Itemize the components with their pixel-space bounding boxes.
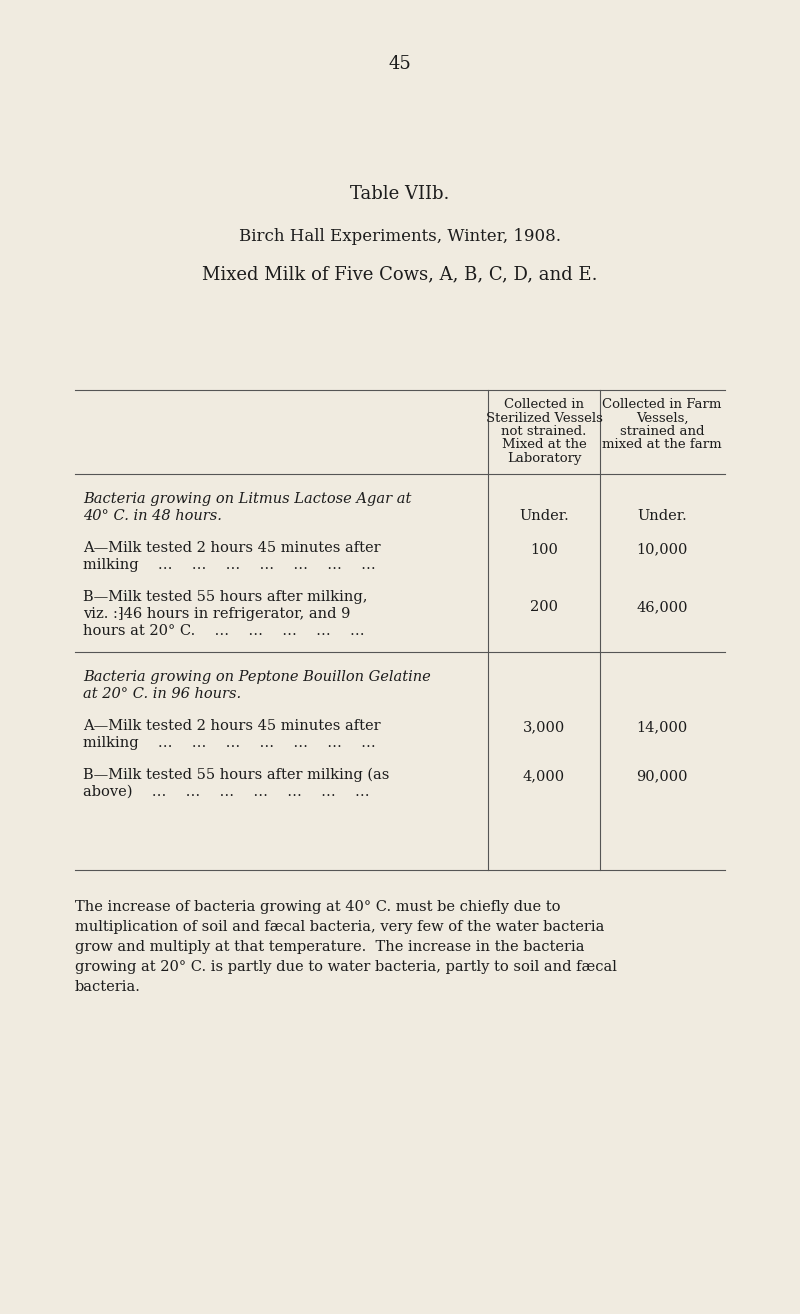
Text: 90,000: 90,000 bbox=[636, 770, 688, 783]
Text: 40° C. in 48 hours.: 40° C. in 48 hours. bbox=[83, 509, 222, 523]
Text: 10,000: 10,000 bbox=[636, 543, 688, 557]
Text: Under.: Under. bbox=[637, 509, 687, 523]
Text: Table VIIb.: Table VIIb. bbox=[350, 185, 450, 202]
Text: above)  …  …  …  …  …  …  …: above) … … … … … … … bbox=[83, 784, 370, 799]
Text: Vessels,: Vessels, bbox=[636, 411, 688, 424]
Text: bacteria.: bacteria. bbox=[75, 980, 141, 993]
Text: B—Milk tested 55 hours after milking (as: B—Milk tested 55 hours after milking (as bbox=[83, 767, 390, 782]
Text: Laboratory: Laboratory bbox=[506, 452, 582, 465]
Text: Bacteria growing on Peptone Bouillon Gelatine: Bacteria growing on Peptone Bouillon Gel… bbox=[83, 670, 430, 685]
Text: hours at 20° C.  …  …  …  …  …: hours at 20° C. … … … … … bbox=[83, 624, 365, 639]
Text: multiplication of soil and fæcal bacteria, very few of the water bacteria: multiplication of soil and fæcal bacteri… bbox=[75, 920, 604, 934]
Text: growing at 20° C. is partly due to water bacteria, partly to soil and fæcal: growing at 20° C. is partly due to water… bbox=[75, 961, 617, 974]
Text: A—Milk tested 2 hours 45 minutes after: A—Milk tested 2 hours 45 minutes after bbox=[83, 719, 381, 733]
Text: Mixed at the: Mixed at the bbox=[502, 439, 586, 452]
Text: mixed at the farm: mixed at the farm bbox=[602, 439, 722, 452]
Text: The increase of bacteria growing at 40° C. must be chiefly due to: The increase of bacteria growing at 40° … bbox=[75, 900, 561, 915]
Text: strained and: strained and bbox=[620, 424, 704, 438]
Text: at 20° C. in 96 hours.: at 20° C. in 96 hours. bbox=[83, 687, 241, 700]
Text: milking  …  …  …  …  …  …  …: milking … … … … … … … bbox=[83, 558, 376, 572]
Text: not strained.: not strained. bbox=[502, 424, 586, 438]
Text: Collected in: Collected in bbox=[504, 398, 584, 411]
Text: Under.: Under. bbox=[519, 509, 569, 523]
Text: 3,000: 3,000 bbox=[523, 720, 565, 735]
Text: milking  …  …  …  …  …  …  …: milking … … … … … … … bbox=[83, 736, 376, 750]
Text: 46,000: 46,000 bbox=[636, 600, 688, 614]
Text: A—Milk tested 2 hours 45 minutes after: A—Milk tested 2 hours 45 minutes after bbox=[83, 541, 381, 555]
Text: B—Milk tested 55 hours after milking,: B—Milk tested 55 hours after milking, bbox=[83, 590, 367, 604]
Text: 45: 45 bbox=[389, 55, 411, 74]
Text: grow and multiply at that temperature.  The increase in the bacteria: grow and multiply at that temperature. T… bbox=[75, 940, 585, 954]
Text: Sterilized Vessels: Sterilized Vessels bbox=[486, 411, 602, 424]
Text: Mixed Milk of Five Cows, A, B, C, D, and E.: Mixed Milk of Five Cows, A, B, C, D, and… bbox=[202, 265, 598, 283]
Text: Birch Hall Experiments, Winter, 1908.: Birch Hall Experiments, Winter, 1908. bbox=[239, 229, 561, 244]
Text: 4,000: 4,000 bbox=[523, 770, 565, 783]
Text: Bacteria growing on Litmus Lactose Agar at: Bacteria growing on Litmus Lactose Agar … bbox=[83, 491, 411, 506]
Text: 100: 100 bbox=[530, 543, 558, 557]
Text: viz. :⁆46 hours in refrigerator, and 9: viz. :⁆46 hours in refrigerator, and 9 bbox=[83, 607, 350, 622]
Text: Collected in Farm: Collected in Farm bbox=[602, 398, 722, 411]
Text: 200: 200 bbox=[530, 600, 558, 614]
Text: 14,000: 14,000 bbox=[636, 720, 688, 735]
